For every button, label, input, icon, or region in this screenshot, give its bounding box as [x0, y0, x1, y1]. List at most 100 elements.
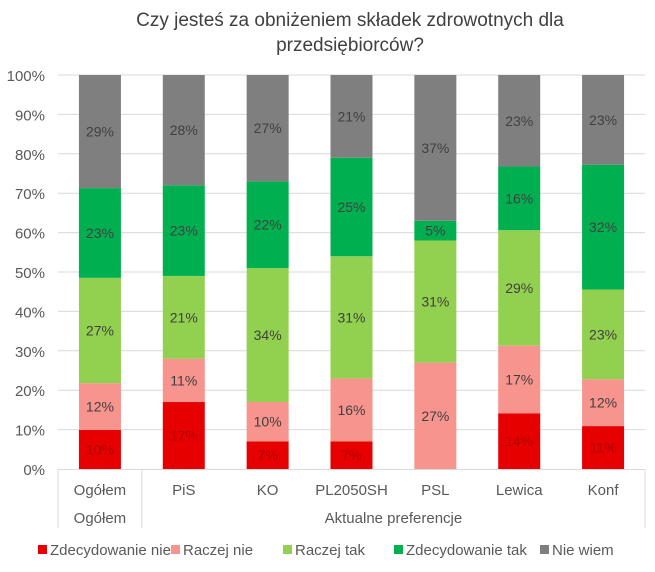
data-label: 22%: [254, 217, 282, 233]
legend-swatch: [394, 545, 403, 554]
chart-title: Czy jesteś za obniżeniem składek zdrowot…: [136, 10, 564, 56]
bar-segment: [330, 441, 373, 469]
bar-segment: [414, 362, 457, 469]
bar-segment: [330, 157, 373, 257]
legend-swatch: [283, 545, 292, 554]
bar-segment: [162, 75, 205, 186]
bar-segment: [414, 240, 457, 363]
legend-entry: Zdecydowanie nie: [50, 542, 171, 559]
data-label: 29%: [505, 280, 533, 296]
data-label: 14%: [505, 433, 533, 449]
y-tick-label: 10%: [15, 423, 45, 440]
data-label: 31%: [337, 309, 365, 325]
data-label: 21%: [337, 108, 365, 124]
x-tick-label: Konf: [588, 482, 620, 499]
y-tick-label: 30%: [15, 344, 45, 361]
bar-segment: [582, 289, 625, 380]
data-label: 23%: [505, 113, 533, 129]
data-label: 7%: [341, 447, 361, 463]
y-tick-label: 40%: [15, 304, 45, 321]
y-tick-label: 0%: [23, 462, 45, 479]
legend-entry: Raczej tak: [295, 542, 366, 559]
bar-segment: [414, 220, 457, 241]
data-label: 23%: [589, 112, 617, 128]
bar-segment: [582, 164, 625, 290]
bar-segment: [162, 185, 205, 276]
data-label: 11%: [590, 440, 617, 456]
bar-segment: [498, 166, 541, 231]
data-label: 27%: [86, 323, 114, 339]
data-label: 32%: [589, 219, 617, 235]
group-label: Aktualne preferencje: [325, 510, 463, 527]
bar-segment: [330, 378, 373, 442]
data-label: 23%: [86, 225, 114, 241]
legend-entry: Zdecydowanie tak: [406, 542, 527, 559]
bar-segment: [78, 383, 121, 430]
bar-segment: [162, 358, 205, 403]
legend-entry: Nie wiem: [552, 542, 614, 559]
data-label: 27%: [421, 408, 449, 424]
bar-segment: [162, 402, 205, 469]
x-tick-label: Lewica: [496, 482, 543, 499]
legend-swatch: [171, 545, 180, 554]
data-label: 27%: [254, 120, 282, 136]
y-tick-label: 90%: [15, 107, 45, 124]
data-label: 5%: [425, 223, 445, 239]
bar-segment: [498, 345, 541, 414]
bar-segment: [498, 413, 541, 469]
legend-swatch: [540, 545, 549, 554]
y-tick-label: 80%: [15, 147, 45, 164]
x-tick-label: Ogółem: [74, 482, 127, 499]
data-label: 16%: [337, 402, 365, 418]
bar-segment: [78, 75, 121, 189]
data-label: 7%: [258, 447, 278, 463]
bar-segment: [162, 275, 205, 359]
bar-segment: [78, 429, 121, 469]
data-label: 29%: [86, 124, 114, 140]
data-label: 25%: [337, 199, 365, 215]
bar-segment: [246, 181, 289, 269]
data-label: 31%: [421, 294, 449, 310]
x-tick-label: PSL: [421, 482, 449, 499]
bar-segment: [498, 75, 541, 167]
data-label: 11%: [170, 372, 197, 388]
data-label: 17%: [170, 428, 198, 444]
bar-segment: [246, 75, 289, 182]
data-label: 16%: [505, 190, 533, 206]
bar-segment: [582, 379, 625, 427]
data-label: 10%: [86, 441, 114, 457]
data-label: 21%: [170, 309, 198, 325]
x-tick-label: PiS: [172, 482, 195, 499]
x-tick-label: PL2050SH: [315, 482, 388, 499]
bar-segment: [78, 277, 121, 384]
y-tick-label: 70%: [15, 186, 45, 203]
bar-segment: [582, 75, 625, 165]
y-tick-label: 50%: [15, 265, 45, 282]
bar-segment: [246, 402, 289, 442]
data-label: 12%: [589, 395, 617, 411]
data-label: 37%: [421, 140, 449, 156]
bar-segment: [330, 75, 373, 158]
bar-segment: [78, 188, 121, 278]
legend-entry: Raczej nie: [183, 542, 253, 559]
bar-segment: [330, 256, 373, 379]
data-label: 12%: [86, 399, 114, 415]
group-label: Ogółem: [74, 510, 127, 527]
y-tick-label: 20%: [15, 383, 45, 400]
data-label: 34%: [254, 327, 282, 343]
x-tick-label: KO: [257, 482, 279, 499]
bar-segment: [246, 441, 289, 469]
data-label: 23%: [589, 326, 617, 342]
bar-segment: [582, 426, 625, 469]
data-label: 17%: [505, 371, 533, 387]
legend-swatch: [38, 545, 47, 554]
data-label: 28%: [170, 122, 198, 138]
bar-segment: [498, 230, 541, 346]
data-label: 10%: [254, 414, 282, 430]
y-tick-label: 100%: [7, 68, 45, 85]
bar-segment: [246, 268, 289, 403]
y-tick-label: 60%: [15, 226, 45, 243]
bar-segment: [414, 75, 457, 221]
